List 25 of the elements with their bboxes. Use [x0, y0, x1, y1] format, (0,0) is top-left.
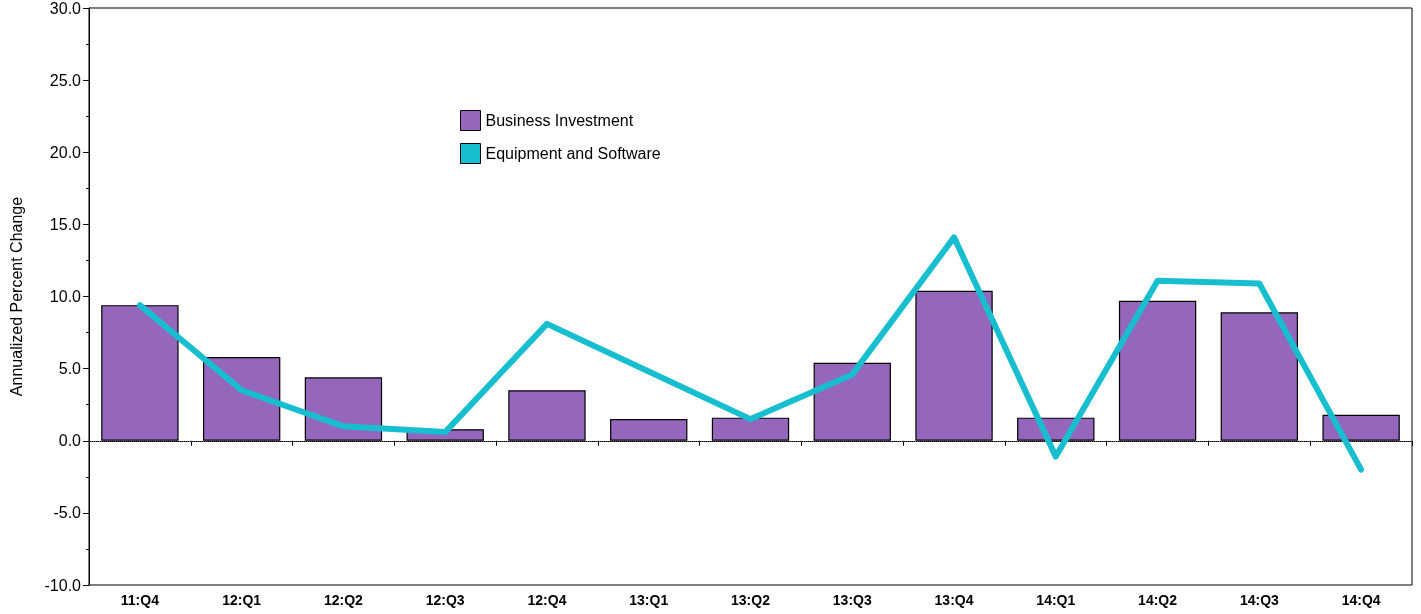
y-tick-label: 5.0: [58, 360, 82, 378]
y-tick-label: 10.0: [49, 288, 82, 305]
x-tick-label: 12:Q1: [222, 592, 262, 608]
x-tick-label: 11:Q4: [120, 592, 160, 608]
x-tick-label: 13:Q1: [629, 592, 669, 608]
y-axis-title: Annualized Percent Change: [7, 196, 25, 397]
x-tick-label: 13:Q4: [934, 592, 974, 608]
x-tick-label: 13:Q3: [832, 592, 872, 608]
y-tick-label: 25.0: [49, 71, 82, 89]
x-tick-label: 12:Q3: [425, 592, 465, 608]
legend-label: Business Investment: [485, 112, 634, 129]
y-tick-label: 30.0: [49, 0, 82, 17]
x-tick-label: 14:Q4: [1341, 592, 1381, 608]
y-tick-label: 20.0: [49, 143, 82, 161]
y-tick-label: -5.0: [53, 504, 82, 522]
x-tick-label: 12:Q4: [527, 592, 567, 608]
y-tick-label: 15.0: [49, 215, 82, 233]
y-tick-label: -10.0: [44, 576, 82, 594]
x-tick-label: 14:Q3: [1239, 592, 1280, 608]
x-tick-label: 13:Q2: [731, 592, 771, 608]
y-tick-label: 0.0: [58, 432, 82, 450]
x-tick-label: 14:Q2: [1138, 592, 1178, 608]
x-tick-label: 12:Q2: [323, 592, 364, 608]
legend-label: Equipment and Software: [485, 145, 661, 162]
x-tick-label: 14:Q1: [1036, 592, 1076, 608]
